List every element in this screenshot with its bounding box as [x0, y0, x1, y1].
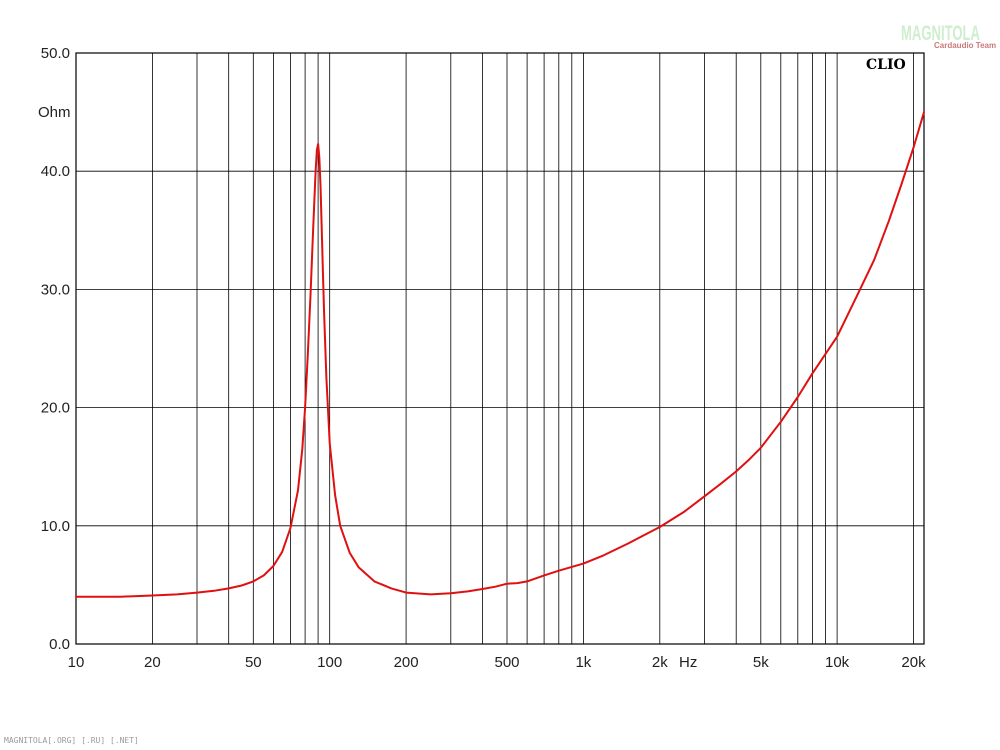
- watermark-sub: Cardaudio Team: [934, 41, 996, 50]
- watermark-main: MAGNITOLA: [901, 22, 980, 45]
- clio-brand-label: CLIO: [866, 57, 906, 73]
- x-tick-label: 5k: [753, 654, 769, 671]
- x-tick-label: 10: [68, 654, 85, 671]
- watermark-logo: MAGNITOLA Cardaudio Team: [901, 22, 996, 50]
- x-tick-label: 200: [394, 654, 419, 671]
- impedance-curve: [75, 111, 925, 598]
- series-layer: [75, 111, 925, 598]
- x-tick-label: 1k: [575, 654, 591, 671]
- y-tick-label: 30.0: [41, 281, 70, 298]
- y-tick-label: 0.0: [49, 636, 70, 653]
- y-tick-label: 10.0: [41, 518, 70, 535]
- x-tick-label: 100: [317, 654, 342, 671]
- y-tick-label: 20.0: [41, 400, 70, 417]
- x-tick-label: 50: [245, 654, 262, 671]
- x-tick-label: 2k: [652, 654, 668, 671]
- x-tick-label: 20k: [901, 654, 926, 671]
- x-tick-label: 10k: [825, 654, 850, 671]
- footer-credit: MAGNITOLA[.ORG] [.RU] [.NET]: [4, 736, 139, 745]
- x-tick-label: 500: [494, 654, 519, 671]
- x-unit-label: Hz: [679, 654, 697, 671]
- grid: [76, 53, 924, 644]
- y-unit-label: Ohm: [38, 104, 71, 121]
- y-tick-labels: 0.0 10.0 20.0 30.0 40.0 50.0: [41, 45, 70, 653]
- y-tick-label: 40.0: [41, 163, 70, 180]
- y-tick-label: 50.0: [41, 45, 70, 62]
- plot-frame: [75, 52, 925, 645]
- x-tick-labels: 10 20 50 100 200 500 1k 2k 5k 10k 20k: [68, 654, 926, 671]
- x-tick-label: 20: [144, 654, 161, 671]
